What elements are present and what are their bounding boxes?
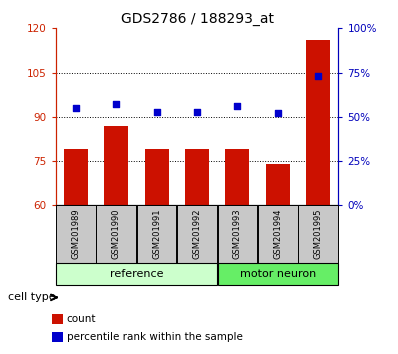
Text: percentile rank within the sample: percentile rank within the sample: [67, 332, 243, 342]
Bar: [104, 126, 129, 205]
Bar: [306, 40, 330, 205]
Text: GSM201991: GSM201991: [152, 208, 161, 259]
Text: GSM201993: GSM201993: [233, 208, 242, 259]
Bar: [56, 205, 96, 264]
Bar: [52, 314, 63, 324]
Bar: [96, 205, 136, 264]
Bar: [185, 149, 209, 205]
Text: GSM201989: GSM201989: [71, 208, 80, 259]
Bar: [137, 205, 176, 264]
Bar: [56, 263, 217, 285]
Bar: [52, 332, 63, 342]
Text: cell type: cell type: [8, 292, 56, 302]
Bar: [64, 149, 88, 205]
Text: count: count: [67, 314, 96, 324]
Title: GDS2786 / 188293_at: GDS2786 / 188293_at: [121, 12, 273, 26]
Bar: [218, 263, 338, 285]
Text: GSM201994: GSM201994: [273, 208, 282, 259]
Point: [315, 73, 321, 79]
Text: motor neuron: motor neuron: [240, 269, 316, 279]
Text: GSM201992: GSM201992: [193, 208, 201, 259]
Text: GSM201990: GSM201990: [112, 208, 121, 259]
Bar: [177, 205, 217, 264]
Text: reference: reference: [110, 269, 163, 279]
Bar: [265, 164, 290, 205]
Bar: [298, 205, 338, 264]
Point: [154, 109, 160, 114]
Point: [113, 102, 119, 107]
Bar: [258, 205, 298, 264]
Point: [73, 105, 79, 111]
Point: [194, 109, 200, 114]
Bar: [144, 149, 169, 205]
Text: GSM201995: GSM201995: [314, 208, 323, 259]
Bar: [218, 205, 257, 264]
Point: [234, 103, 240, 109]
Bar: [225, 149, 250, 205]
Point: [275, 110, 281, 116]
